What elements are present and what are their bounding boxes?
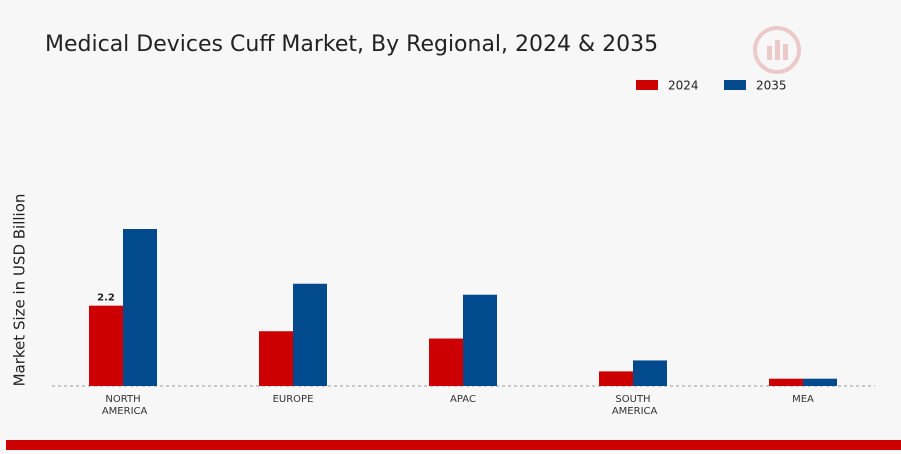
x-tick-label: SOUTH AMERICA (609, 394, 658, 417)
bar (769, 378, 803, 386)
legend-swatch (636, 80, 658, 90)
bar (599, 371, 633, 386)
bar (429, 338, 463, 386)
bar (463, 294, 497, 386)
legend-label: 2024 (668, 79, 699, 93)
legend-label: 2035 (756, 79, 787, 93)
bar (293, 283, 327, 386)
bar (633, 360, 667, 386)
bar (89, 305, 123, 386)
bar (259, 331, 293, 386)
x-tick-label: NORTH AMERICA (99, 394, 148, 417)
x-tick-label: EUROPE (273, 394, 314, 405)
bar (123, 229, 157, 386)
watermark-logo (753, 26, 801, 74)
y-axis-label: Market Size in USD Billion (11, 194, 29, 387)
x-tick-label: APAC (450, 394, 476, 405)
footer-bar (6, 440, 901, 450)
x-tick-label: MEA (792, 394, 814, 405)
bar (803, 378, 837, 386)
legend-swatch (724, 80, 746, 90)
chart-title: Medical Devices Cuff Market, By Regional… (45, 32, 658, 57)
data-label: 2.2 (97, 293, 115, 304)
